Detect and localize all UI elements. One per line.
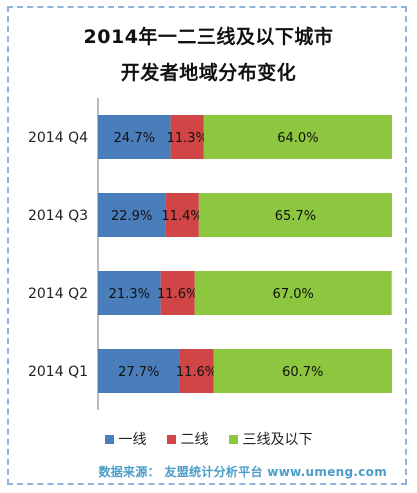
bar-segment [98,115,171,159]
data-label: 22.9% [111,209,152,224]
legend-swatch [104,434,114,444]
data-label: 21.3% [109,287,150,302]
bar-segment [160,271,195,315]
bar-segment [198,193,392,237]
data-label: 11.6% [157,287,198,302]
category-label: 2014 Q2 [28,286,88,302]
chart-title-line2: 开发者地域分布变化 [120,62,297,84]
data-label: 60.7% [282,365,323,380]
legend-item: 一线 [104,429,147,449]
data-label: 11.6% [176,365,217,380]
bar-segment [165,193,199,237]
chart-legend: 一线 二线 三线及以下 [0,429,417,449]
legend-swatch [228,434,238,444]
data-label: 11.4% [161,209,202,224]
data-source-note: 数据来源： 友盟统计分析平台 www.umeng.com [98,465,387,479]
legend-item: 二线 [166,429,209,449]
bar-segment [98,193,166,237]
legend-item: 三线及以下 [228,429,313,449]
bar-segment [203,115,392,159]
bar-segment [179,349,214,393]
category-label: 2014 Q1 [28,364,88,380]
bar-segment [213,349,392,393]
category-label: 2014 Q3 [28,208,88,224]
bar-segment [194,271,392,315]
data-label: 24.7% [114,131,155,146]
data-label: 65.7% [275,209,316,224]
data-label: 27.7% [118,365,159,380]
data-label: 11.3% [167,131,208,146]
chart-frame [7,6,407,485]
bar-segment [98,349,180,393]
legend-label: 三线及以下 [242,432,313,448]
legend-label: 二线 [180,432,209,448]
chart-title-line1: 2014年一二三线及以下城市 [83,26,334,48]
bar-segment [170,115,204,159]
bar-segment [98,271,161,315]
legend-swatch [166,434,176,444]
data-label: 67.0% [273,287,314,302]
category-label: 2014 Q4 [28,130,88,146]
legend-label: 一线 [118,432,147,448]
data-label: 64.0% [277,131,318,146]
